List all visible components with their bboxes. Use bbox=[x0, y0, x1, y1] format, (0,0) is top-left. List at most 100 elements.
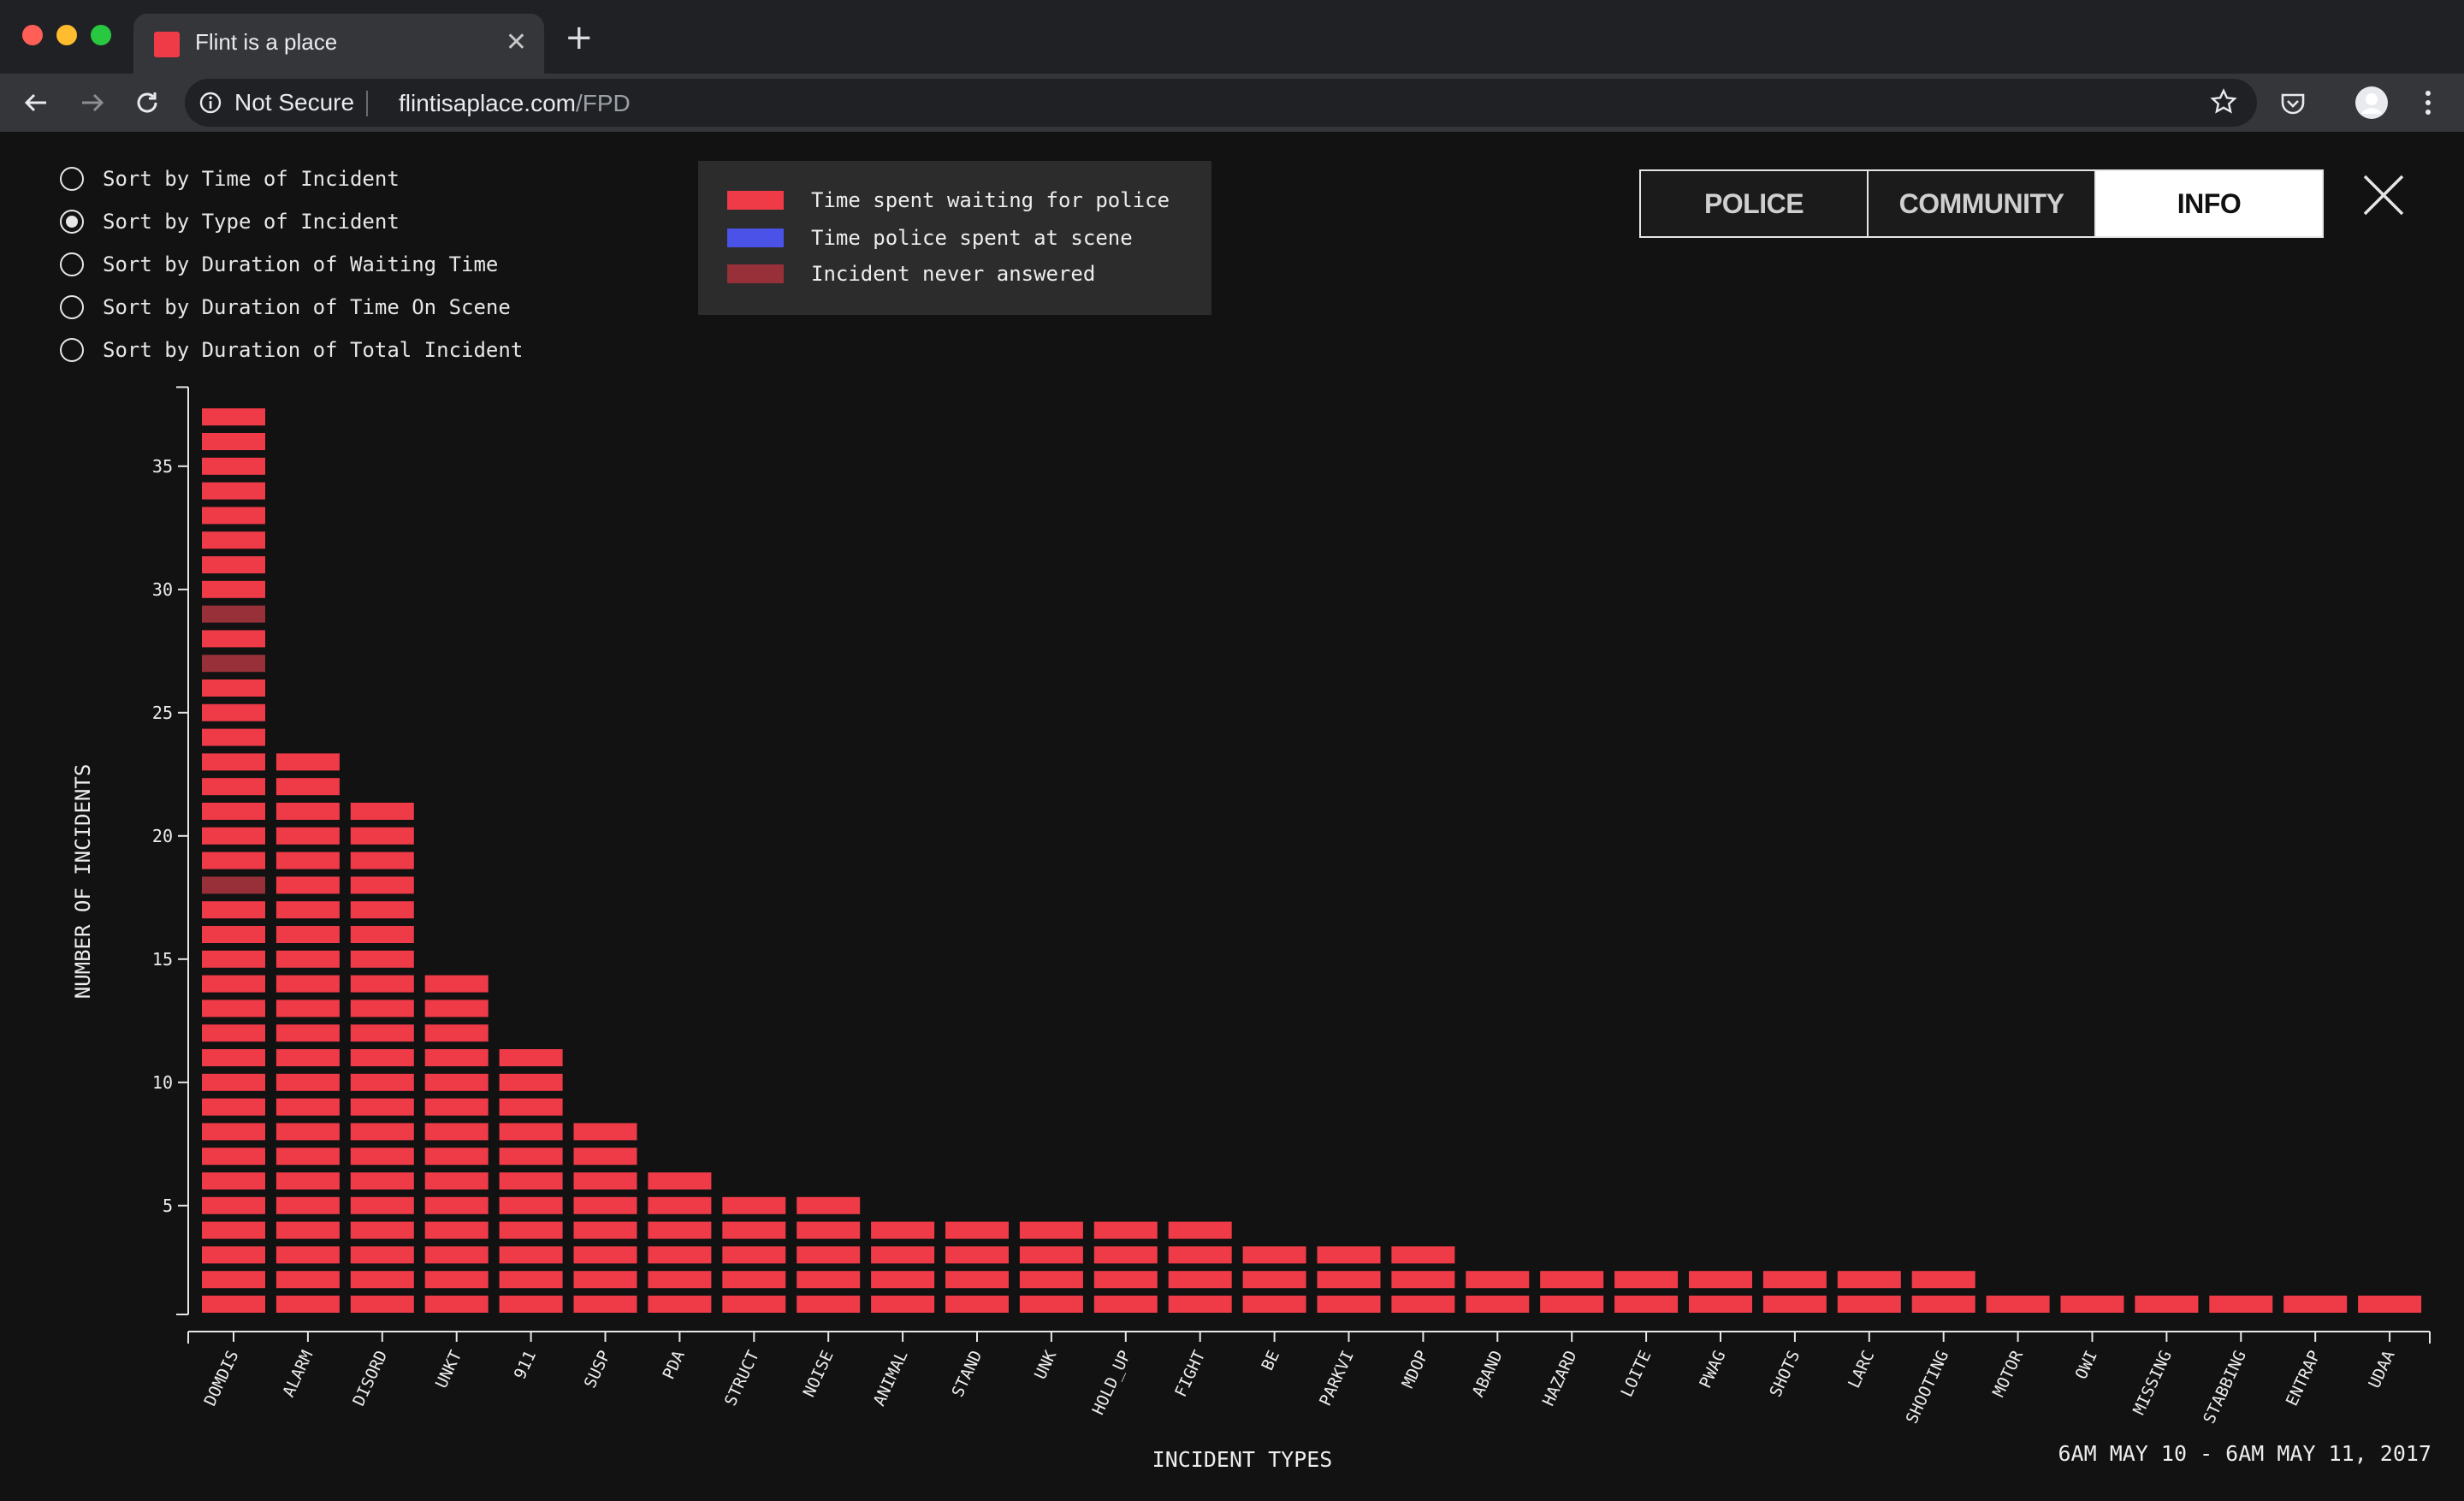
incident-block bbox=[1540, 1296, 1604, 1313]
incident-block bbox=[1986, 1296, 2050, 1313]
y-tick-label: 10 bbox=[152, 1072, 173, 1093]
legend-label: Time spent waiting for police bbox=[811, 188, 1170, 212]
incident-block bbox=[722, 1196, 786, 1214]
incident-block bbox=[1093, 1221, 1158, 1239]
x-tick-label: LARC bbox=[1845, 1348, 1878, 1391]
legend-item-waiting: Time spent waiting for police bbox=[727, 188, 1170, 212]
incident-block bbox=[350, 1221, 414, 1239]
reload-icon[interactable] bbox=[128, 84, 166, 122]
tab-community[interactable]: COMMUNITY bbox=[1869, 171, 2096, 236]
date-range: 6AM MAY 10 - 6AM MAY 11, 2017 bbox=[2058, 1441, 2432, 1466]
incident-block bbox=[2135, 1296, 2199, 1313]
minimize-window-icon[interactable] bbox=[56, 25, 77, 45]
tab-police[interactable]: POLICE bbox=[1641, 171, 1869, 236]
sort-option-type[interactable]: Sort by Type of Incident bbox=[60, 207, 400, 236]
incident-block bbox=[202, 703, 265, 721]
incident-block bbox=[202, 1246, 265, 1264]
back-icon[interactable] bbox=[17, 84, 55, 122]
incident-block bbox=[2358, 1296, 2422, 1313]
x-tick-label: SHOTS bbox=[1766, 1348, 1804, 1400]
incident-block bbox=[1911, 1271, 1975, 1289]
incident-block bbox=[275, 975, 340, 993]
maximize-window-icon[interactable] bbox=[91, 25, 111, 45]
incident-block bbox=[202, 507, 265, 525]
tab-close-icon[interactable]: ✕ bbox=[505, 27, 527, 57]
incident-block bbox=[202, 1123, 265, 1141]
sort-option-on-scene[interactable]: Sort by Duration of Time On Scene bbox=[60, 293, 511, 322]
incident-block bbox=[1168, 1296, 1232, 1313]
incident-block bbox=[499, 1148, 563, 1166]
radio-button-selected[interactable] bbox=[60, 210, 84, 234]
sort-option-label: Sort by Duration of Total Incident bbox=[103, 338, 524, 362]
incident-block bbox=[202, 950, 265, 968]
incident-block bbox=[275, 1172, 340, 1190]
x-tick-label: ANIMAL bbox=[870, 1348, 912, 1409]
incident-block bbox=[424, 1221, 489, 1239]
radio-button[interactable] bbox=[60, 338, 84, 362]
forward-icon[interactable] bbox=[74, 84, 111, 122]
sort-option-label: Sort by Duration of Time On Scene bbox=[103, 295, 511, 319]
incident-block bbox=[350, 1073, 414, 1091]
incident-block bbox=[424, 1000, 489, 1017]
incident-block bbox=[202, 753, 265, 771]
legend-item-on-scene: Time police spent at scene bbox=[727, 226, 1133, 250]
incident-block bbox=[797, 1271, 861, 1289]
radio-button[interactable] bbox=[60, 252, 84, 276]
close-icon[interactable] bbox=[2360, 171, 2408, 219]
incident-block bbox=[1019, 1221, 1083, 1239]
incident-block bbox=[275, 803, 340, 820]
profile-avatar-icon[interactable] bbox=[2353, 84, 2390, 122]
incident-block bbox=[202, 1024, 265, 1042]
incident-block bbox=[1168, 1221, 1232, 1239]
new-tab-icon[interactable]: + bbox=[565, 18, 594, 57]
legend: Time spent waiting for police Time polic… bbox=[698, 161, 1211, 315]
close-window-icon[interactable] bbox=[22, 25, 43, 45]
x-tick-label: BE bbox=[1259, 1348, 1284, 1373]
incident-block bbox=[1614, 1271, 1679, 1289]
x-tick-label: 911 bbox=[511, 1348, 540, 1382]
incident-block bbox=[202, 1296, 265, 1313]
x-axis: DOMDIS ALARM DISORD UNKT 911 SUSP PDA STRUCT NOI… bbox=[187, 1331, 2431, 1427]
security-indicator[interactable]: Not Secure bbox=[198, 79, 354, 127]
incident-block bbox=[350, 803, 414, 820]
incident-block bbox=[202, 531, 265, 549]
browser-tab-bar: Flint is a place ✕ + bbox=[0, 0, 2464, 74]
incident-block bbox=[1911, 1296, 1975, 1313]
incident-block bbox=[202, 778, 265, 796]
browser-tab[interactable]: Flint is a place ✕ bbox=[133, 14, 544, 74]
incident-block bbox=[1837, 1296, 1901, 1313]
incident-block bbox=[424, 1049, 489, 1066]
url-text[interactable]: flintisaplace.com/FPD bbox=[399, 90, 631, 117]
incident-block bbox=[275, 950, 340, 968]
sort-option-total[interactable]: Sort by Duration of Total Incident bbox=[60, 335, 523, 365]
incident-block bbox=[499, 1049, 563, 1066]
tab-info[interactable]: INFO bbox=[2096, 171, 2322, 236]
sort-option-waiting[interactable]: Sort by Duration of Waiting Time bbox=[60, 250, 498, 279]
bookmark-star-icon[interactable] bbox=[2209, 87, 2238, 120]
pocket-icon[interactable] bbox=[2274, 84, 2312, 122]
incident-block bbox=[275, 753, 340, 771]
incident-block bbox=[202, 728, 265, 746]
incident-chart: 5 10 15 20 25 30 35 DOMDIS ALARM DISORD UNKT 911 SU… bbox=[71, 386, 2431, 1472]
incident-block bbox=[573, 1271, 637, 1289]
incident-block bbox=[1689, 1271, 1752, 1289]
sort-option-time[interactable]: Sort by Time of Incident bbox=[60, 164, 400, 193]
legend-swatch bbox=[727, 264, 784, 283]
incident-block bbox=[350, 851, 414, 869]
address-bar[interactable]: Not Secure flintisaplace.com/FPD bbox=[185, 79, 2257, 127]
x-tick-label: MDOP bbox=[1399, 1348, 1432, 1391]
favicon-icon bbox=[154, 32, 180, 57]
radio-button[interactable] bbox=[60, 167, 84, 191]
incident-block bbox=[573, 1296, 637, 1313]
incident-block bbox=[202, 580, 265, 598]
incident-block bbox=[275, 851, 340, 869]
incident-block bbox=[2209, 1296, 2273, 1313]
x-tick-label: PARKVI bbox=[1316, 1348, 1358, 1409]
incident-block bbox=[424, 1148, 489, 1166]
incident-block bbox=[1168, 1246, 1232, 1264]
menu-kebab-icon[interactable] bbox=[2409, 84, 2447, 122]
security-label: Not Secure bbox=[234, 89, 355, 116]
incident-block bbox=[2060, 1296, 2124, 1313]
incident-block bbox=[1540, 1271, 1604, 1289]
radio-button[interactable] bbox=[60, 295, 84, 319]
